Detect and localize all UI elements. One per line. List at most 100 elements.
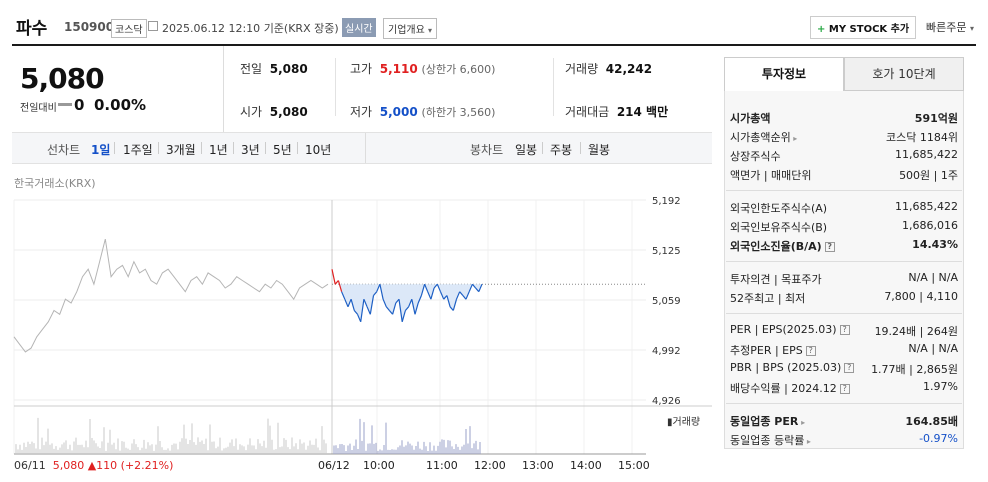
prev-close: 전일 5,080 [240,62,308,76]
foreign-holding-value: 1,686,016 [902,219,958,232]
period-3month[interactable]: 3개월 [166,143,196,157]
candle-monthly[interactable]: 월봉 [588,143,611,157]
listed-shares-value: 11,685,422 [895,148,958,161]
market-cap-rank-value: 코스닥 1184위 [886,131,958,144]
today-segment [382,298,387,308]
today-segment [404,306,410,311]
separator [365,133,366,163]
market-cap-value: 591억원 [914,112,958,125]
today-segment [436,283,442,292]
summary-divider [553,58,554,116]
company-overview-dropdown[interactable]: 기업개요 ▾ [383,18,438,39]
today-segment [347,298,352,308]
panel-divider [726,261,962,262]
tab-quote-10[interactable]: 호가 10단계 [844,57,964,91]
high-price: 고가 5,110 (상한가 6,600) [350,62,496,76]
line-chart-label: 선차트 [47,143,81,157]
today-segment [414,302,419,315]
x-tick-label: 14:00 [570,459,602,472]
period-5year[interactable]: 5년 [273,143,292,157]
period-3year[interactable]: 3년 [241,143,260,157]
today-segment [433,283,438,289]
today-segment [360,299,365,322]
change-label: 전일대비 [20,103,57,114]
candle-daily[interactable]: 일봉 [515,143,538,157]
estimated-per-label: 추정PER | EPS? [730,342,816,358]
period-bar [12,132,712,164]
price-chart[interactable]: 5,192 5,125 5,059 4,992 4,926 ▮거래량 06/12 10:00 1… [12,192,712,474]
separator [265,142,266,154]
x-tick-label: 15:00 [618,459,650,472]
help-icon[interactable]: ? [824,242,835,252]
period-10year[interactable]: 10년 [305,143,332,157]
help-icon[interactable]: ? [844,363,855,373]
arrow-right-icon[interactable]: ▸ [798,418,806,427]
today-segment [417,295,422,304]
period-1day[interactable]: 1일 [91,143,111,157]
52week-range-label: 52주최고 | 최저 [730,292,806,305]
today-segment [373,291,378,296]
calendar-icon [148,21,158,31]
x-tick-label: 13:00 [522,459,554,472]
foreign-limit-label: 외국인한도주식수(A) [730,202,828,215]
market-badge: 코스닥 [111,19,147,38]
y-tick-label: 4,926 [652,396,681,407]
market-cap-rank-label: 시가총액순위 ▸ [730,131,798,144]
panel-divider [726,403,962,404]
help-icon[interactable]: ? [839,325,850,335]
today-area [332,284,482,322]
separator [158,142,159,154]
header-divider [12,44,976,46]
quick-order-button[interactable]: 빠른주문 ▾ [926,21,974,34]
today-segment [363,298,368,308]
today-segment [449,306,454,311]
market-cap-label: 시가총액 [730,112,771,125]
today-segment [331,269,336,285]
current-price: 5,080 [20,62,105,95]
help-icon[interactable]: ? [805,346,816,356]
today-segment [443,295,448,300]
candle-weekly[interactable]: 주봉 [550,143,573,157]
chart-footer: 06/11 5,080 ▲110 (+2.21%) [14,459,174,472]
today-segment [459,291,464,296]
help-icon[interactable]: ? [839,384,850,394]
today-segment [334,280,339,285]
sector-per-value: 164.85배 [905,415,958,428]
x-tick-label: 11:00 [426,459,458,472]
arrow-right-icon[interactable]: ▸ [790,134,798,143]
par-value-value: 500원 | 1주 [899,169,958,182]
today-segment [455,291,461,300]
today-segment [452,299,458,311]
today-segment [344,298,349,308]
summary-divider [335,58,336,116]
today-segment [401,310,406,322]
today-segment [439,291,445,300]
arrow-right-icon[interactable]: ▸ [804,437,811,446]
quote-datetime: 2025.06.12 12:10 기준(KRX 장중) [162,22,339,35]
foreign-ratio-value: 14.43% [912,238,958,251]
today-segment [356,314,362,323]
x-tick-label: 10:00 [363,459,395,472]
today-segment [420,284,426,296]
separator [114,142,115,154]
invest-info-panel [724,57,964,449]
today-segment [385,306,390,311]
today-segment [341,291,346,300]
foreign-limit-value: 11,685,422 [895,200,958,213]
today-segment [468,283,473,292]
today-segment [366,306,371,315]
candle-chart-label: 봉차트 [470,143,504,157]
period-1year[interactable]: 1년 [209,143,228,157]
realtime-badge[interactable]: 실시간 [342,18,376,37]
today-segment [462,295,467,300]
add-mystock-button[interactable]: + MY STOCK 추가 [810,16,917,39]
period-1week[interactable]: 1주일 [123,143,153,157]
sector-per-label: 동일업종 PER ▸ [730,415,806,428]
listed-shares-label: 상장주식수 [730,150,781,163]
foreign-ratio-label: 외국인소진율(B/A)? [730,238,835,254]
today-segment [424,283,429,292]
today-segment [465,291,470,300]
data-source: 한국거래소(KRX) [14,177,96,190]
today-segment [392,302,397,315]
tab-invest-info[interactable]: 투자정보 [724,57,844,91]
